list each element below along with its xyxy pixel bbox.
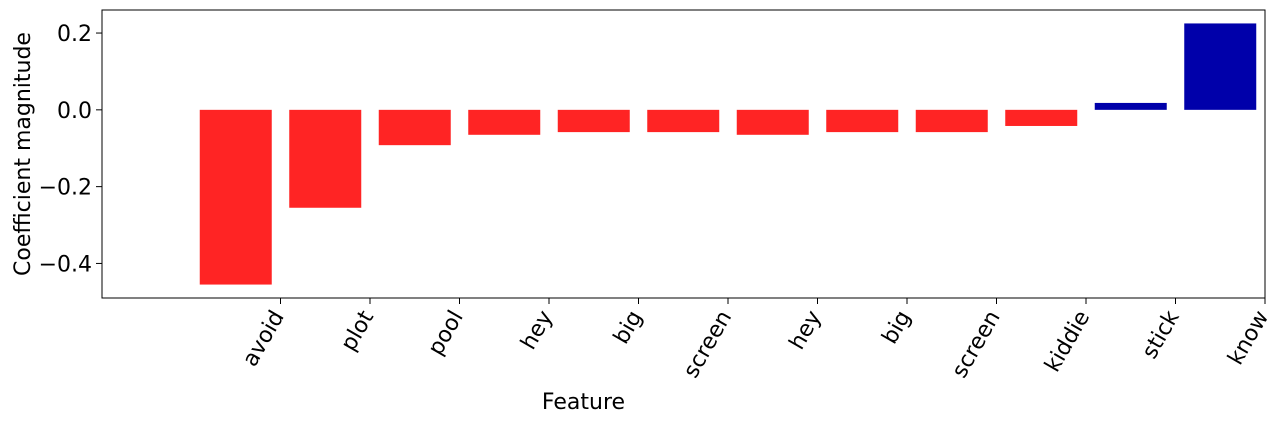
x-tick-label: plot xyxy=(336,306,379,355)
bar-11 xyxy=(1094,102,1167,110)
bar-1 xyxy=(199,109,272,285)
plot-frame xyxy=(101,9,1266,299)
x-tick-label: big xyxy=(878,307,917,349)
x-tick-label: screen xyxy=(947,307,1005,383)
x-axis: avoid plot pool hey big screen hey big screen kid… xyxy=(238,298,1274,382)
bar-10 xyxy=(1005,109,1078,126)
x-tick-label: big xyxy=(609,307,648,349)
x-tick-label: pool xyxy=(424,307,469,360)
y-tick-label: 0.0 xyxy=(57,99,92,124)
y-axis-label: Coefficient magnitude xyxy=(11,32,36,276)
bar-5 xyxy=(557,109,630,133)
y-tick-label: −0.4 xyxy=(39,252,92,277)
bar-9 xyxy=(915,109,988,133)
bar-8 xyxy=(826,109,899,133)
y-axis: −0.4 −0.2 0.0 0.2 xyxy=(39,22,102,277)
bars-group xyxy=(199,23,1257,285)
x-tick-label: screen xyxy=(679,307,737,383)
x-tick-label: avoid xyxy=(238,307,290,372)
y-tick-label: 0.2 xyxy=(57,22,92,47)
x-tick-label: hey xyxy=(516,307,558,355)
bar-4 xyxy=(468,109,541,135)
bar-2 xyxy=(289,109,362,208)
bar-6 xyxy=(647,109,720,133)
bar-7 xyxy=(736,109,809,135)
x-tick-label: know xyxy=(1223,306,1274,369)
x-tick-label: stick xyxy=(1138,306,1185,363)
x-axis-label: Feature xyxy=(542,390,625,415)
x-tick-label: hey xyxy=(785,307,827,355)
bar-3 xyxy=(378,109,451,146)
x-tick-label: kiddie xyxy=(1040,307,1095,377)
y-tick-label: −0.2 xyxy=(39,176,92,201)
bar-12 xyxy=(1184,23,1257,110)
